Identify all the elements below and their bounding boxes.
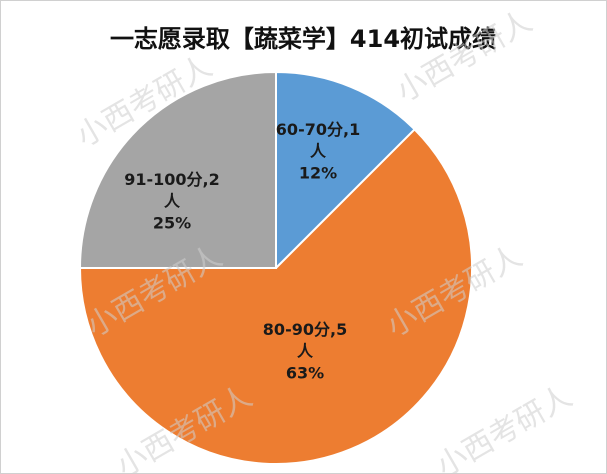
label-percent: 12%: [299, 164, 337, 183]
label-percent: 25%: [153, 214, 191, 233]
pie-slice: [78, 70, 277, 269]
label-unit: 人: [164, 192, 181, 211]
label-category: 60-70分: [276, 120, 343, 139]
label-separator: ,: [330, 320, 336, 339]
label-separator: ,: [343, 120, 349, 139]
pie-slice: [275, 70, 417, 271]
pie-slice: [78, 127, 473, 465]
label-unit: 人: [310, 142, 327, 161]
label-value: 1: [349, 120, 360, 139]
chart-title: 一志愿录取【蔬菜学】414初试成绩: [110, 25, 496, 53]
label-value: 2: [209, 170, 220, 189]
label-unit: 人: [297, 342, 314, 361]
label-category: 91-100分: [124, 170, 202, 189]
data-label: 60-70分,1: [276, 120, 360, 139]
label-value: 5: [336, 320, 347, 339]
label-category: 80-90分: [263, 320, 330, 339]
data-label: 80-90分,5: [263, 320, 347, 339]
data-label: 91-100分,2: [124, 170, 220, 189]
label-separator: ,: [203, 170, 209, 189]
label-percent: 63%: [286, 364, 324, 383]
